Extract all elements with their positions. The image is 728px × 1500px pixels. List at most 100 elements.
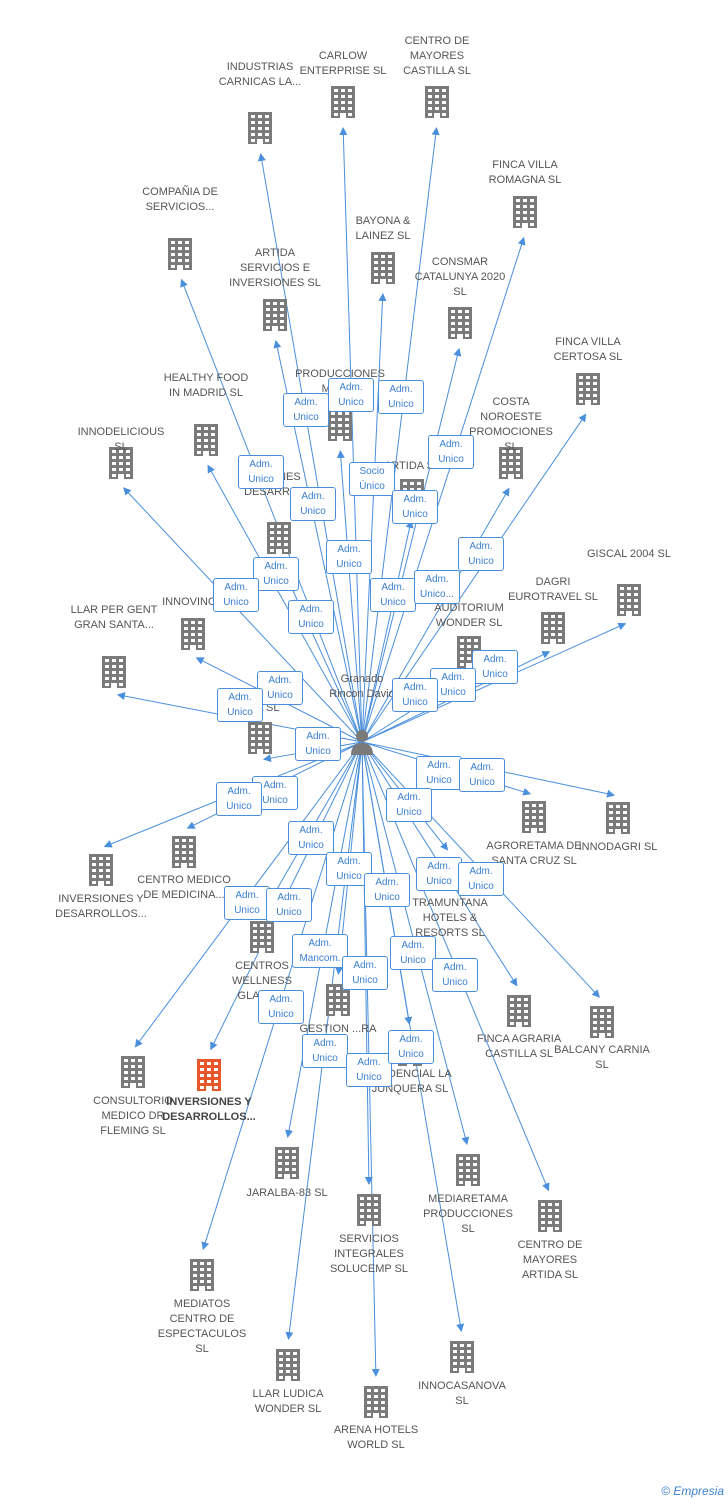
window <box>124 1071 128 1074</box>
window <box>92 869 96 872</box>
window <box>266 302 270 305</box>
company-icon <box>250 921 274 953</box>
relation-label: Socio Único <box>349 462 395 496</box>
window <box>119 659 123 662</box>
window <box>381 1389 385 1392</box>
window <box>207 1262 211 1265</box>
company-icon <box>590 1006 614 1038</box>
window <box>260 936 264 939</box>
window <box>555 1215 559 1218</box>
window <box>460 1356 464 1359</box>
company-icon <box>522 801 546 833</box>
window <box>609 823 613 826</box>
company-label: GESTION ...RA <box>299 1023 377 1035</box>
relation-label: Adm. Unico <box>364 873 410 907</box>
window <box>119 677 123 680</box>
window <box>185 253 189 256</box>
relation-label: Adm. Unico <box>253 557 299 591</box>
window <box>207 1286 211 1289</box>
window <box>548 1221 552 1224</box>
window <box>197 439 201 442</box>
window <box>211 433 215 436</box>
window <box>270 525 274 528</box>
window <box>530 199 534 202</box>
window <box>334 113 338 116</box>
window <box>280 314 284 317</box>
company-label: CENTRO DE MAYORES CASTILLA SL <box>403 35 471 77</box>
relation-label: Adm. Unico <box>238 455 284 489</box>
window <box>467 651 471 654</box>
window <box>555 1221 559 1224</box>
door <box>285 1376 291 1381</box>
window <box>388 267 392 270</box>
window <box>460 645 464 648</box>
relation-label: Adm. Unico <box>216 782 262 816</box>
company-label: INNOCASANOVA SL <box>418 1380 506 1407</box>
window <box>360 1221 364 1224</box>
window <box>279 1376 283 1379</box>
edge <box>257 152 363 743</box>
window <box>460 1362 464 1365</box>
window <box>509 468 513 471</box>
window <box>251 743 255 746</box>
window <box>171 259 175 262</box>
window <box>600 1021 604 1024</box>
window <box>331 430 335 433</box>
door <box>466 663 472 668</box>
window <box>459 1175 463 1178</box>
window <box>367 1197 371 1200</box>
relation-label: Adm. Unico <box>390 936 436 970</box>
window <box>251 121 255 124</box>
window <box>374 273 378 276</box>
window <box>458 328 462 331</box>
window <box>465 310 469 313</box>
window <box>530 223 534 226</box>
window <box>211 427 215 430</box>
window <box>279 1352 283 1355</box>
window <box>532 810 536 813</box>
window <box>175 839 179 842</box>
window <box>258 127 262 130</box>
window <box>92 875 96 878</box>
window <box>428 89 432 92</box>
window <box>539 822 543 825</box>
window <box>466 1175 470 1178</box>
window <box>270 543 274 546</box>
window <box>267 948 271 951</box>
window <box>99 875 103 878</box>
window <box>516 474 520 477</box>
window <box>502 468 506 471</box>
window <box>510 1004 514 1007</box>
window <box>634 587 638 590</box>
window <box>616 811 620 814</box>
window <box>607 1033 611 1036</box>
relation-label: Adm. Unico <box>458 537 504 571</box>
window <box>517 1016 521 1019</box>
company-label: BAYONA & LAINEZ SL <box>355 215 411 242</box>
window <box>334 95 338 98</box>
window <box>348 95 352 98</box>
window <box>251 133 255 136</box>
window <box>620 593 624 596</box>
window <box>198 621 202 624</box>
window <box>388 279 392 282</box>
company-icon <box>456 1154 480 1186</box>
door <box>181 863 187 868</box>
window <box>609 829 613 832</box>
window <box>292 1162 296 1165</box>
window <box>267 936 271 939</box>
door <box>337 436 343 441</box>
window <box>293 1352 297 1355</box>
window <box>105 671 109 674</box>
window <box>285 1168 289 1171</box>
window <box>331 436 335 439</box>
window <box>586 394 590 397</box>
window <box>207 1062 211 1065</box>
window <box>367 1401 371 1404</box>
window <box>381 267 385 270</box>
edge <box>361 292 387 743</box>
window <box>374 1407 378 1410</box>
window <box>175 863 179 866</box>
window <box>189 863 193 866</box>
company-label: AGRORETAMA DE SANTA CRUZ SL <box>486 840 582 867</box>
